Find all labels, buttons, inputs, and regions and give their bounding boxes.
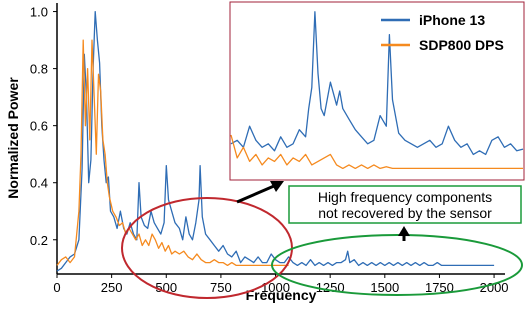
x-tick-label: 1500 [370, 280, 399, 295]
arrow-up-to-annotation [398, 226, 410, 241]
y-ticks: 0.2 0.4 0.6 0.8 1.0 [30, 5, 57, 248]
x-tick-label: 500 [155, 280, 177, 295]
y-axis-title: Normalized Power [5, 77, 21, 199]
green-highlight-ellipse [271, 234, 523, 296]
x-tick-label: 0 [53, 280, 60, 295]
y-tick-label: 0.6 [30, 119, 48, 134]
legend: iPhone 13 SDP800 DPS [381, 12, 504, 53]
y-tick-label: 0.2 [30, 233, 48, 248]
legend-label-iphone: iPhone 13 [419, 12, 485, 28]
y-tick-label: 1.0 [30, 5, 48, 20]
x-axis-title: Frequency [246, 287, 317, 303]
arrow-to-inset [236, 181, 284, 204]
annotation-box [288, 185, 522, 224]
x-ticks: 0 250 500 750 1000 1250 1500 1750 2000 [53, 274, 509, 295]
annotation-line-2: not recovered by the sensor [318, 205, 492, 221]
series-line-sdp800-dps [56, 39, 289, 267]
x-tick-label: 250 [101, 280, 123, 295]
x-tick-label: 750 [210, 280, 232, 295]
inset-series-line-sdp800-dps [230, 134, 523, 170]
inset-series-line-iphone-13 [230, 11, 524, 156]
red-highlight-ellipse [121, 197, 293, 299]
inset-plot-area [230, 11, 524, 170]
inset-frame [229, 1, 525, 181]
legend-label-sdp: SDP800 DPS [419, 37, 504, 53]
inset-panel [229, 1, 525, 181]
x-tick-label: 2000 [480, 280, 509, 295]
y-tick-label: 0.4 [30, 176, 48, 191]
x-tick-label: 1750 [425, 280, 454, 295]
main-plot-area [56, 10, 495, 272]
annotation-line-1: High frequency components [318, 189, 492, 205]
series-line-iphone-13 [56, 10, 495, 272]
y-tick-label: 0.8 [30, 62, 48, 77]
